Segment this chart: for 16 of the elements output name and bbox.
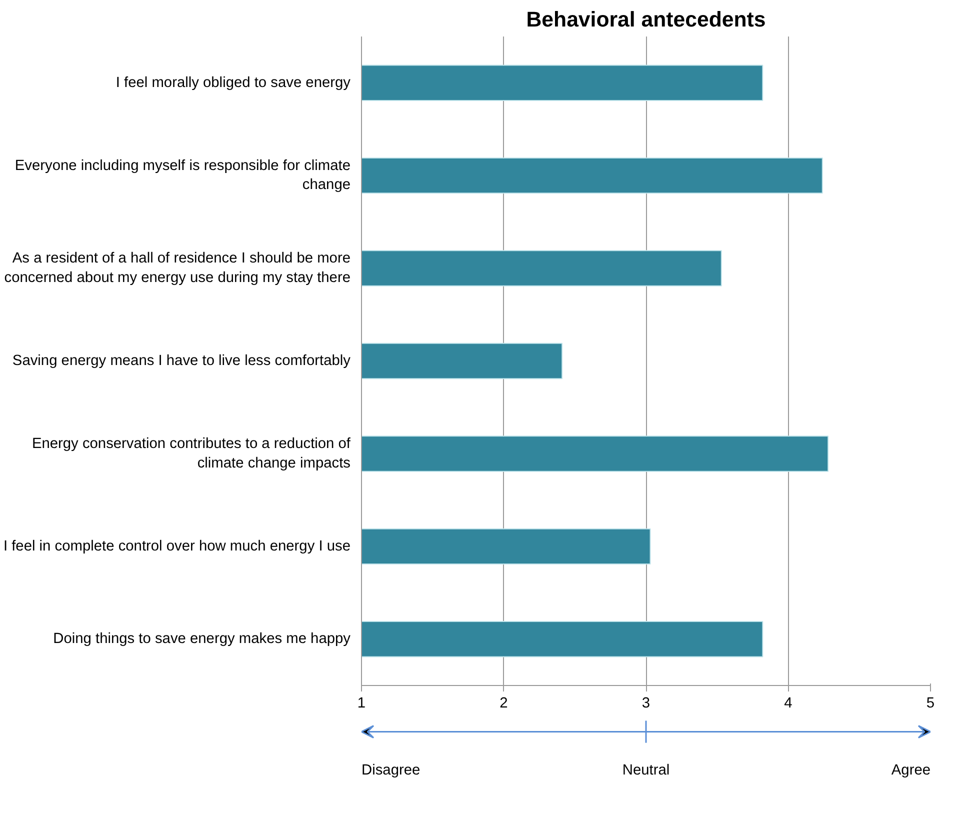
x-tick-label: 1 xyxy=(357,696,366,712)
y-tick-label: Energy conservation contributes to a reduction of climate change impacts xyxy=(32,436,352,472)
x-tick-label: 4 xyxy=(784,696,792,712)
text: Agree xyxy=(891,762,931,778)
y-tick-label: As a resident of a hall of residence I should be more concerned about my energy use during my stay there xyxy=(4,250,351,286)
x-tick-label: 3 xyxy=(642,696,650,712)
y-tick-label: Doing things to save energy makes me happy xyxy=(53,631,352,648)
chart-title: Behavioral antecedents xyxy=(526,8,766,32)
x-tick-label: 5 xyxy=(926,696,935,712)
text: Neutral xyxy=(622,762,670,778)
text: Disagree xyxy=(362,762,420,778)
y-tick-label: I feel in complete control over how much energy I use xyxy=(3,538,351,554)
y-tick-label: Everyone including myself is responsible for climate change xyxy=(14,158,351,194)
x-tick-label: 2 xyxy=(500,696,508,712)
y-tick-label: I feel morally obliged to save energy xyxy=(116,74,352,91)
y-tick-label: Saving energy means I have to live less comfortably xyxy=(12,353,352,369)
